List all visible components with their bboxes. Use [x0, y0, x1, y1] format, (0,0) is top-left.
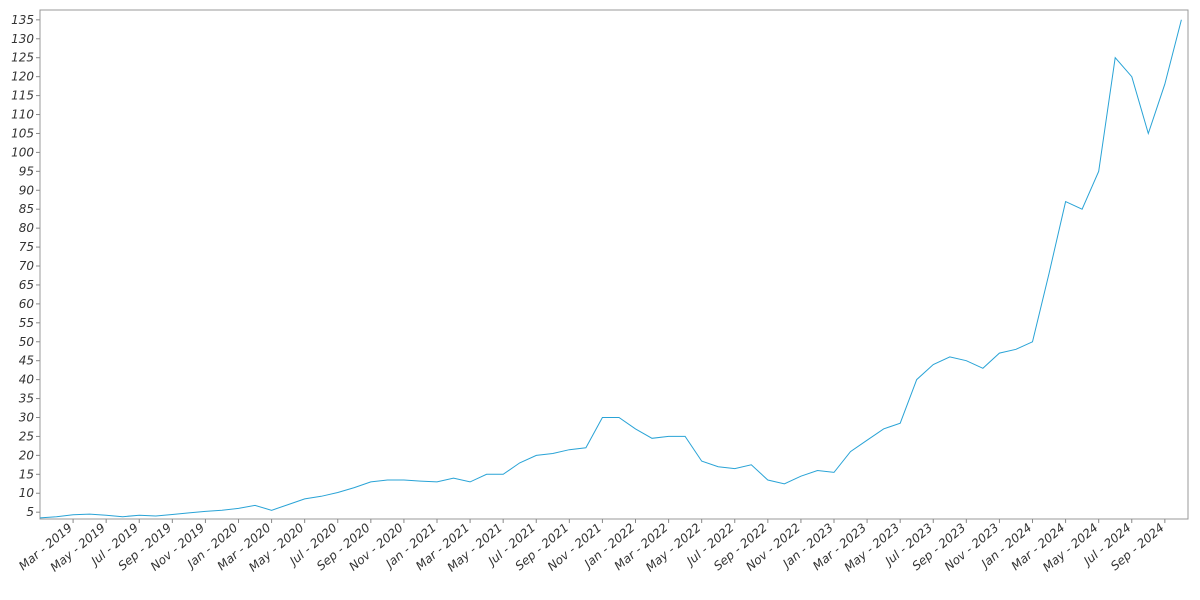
y-tick-label: 20 — [19, 448, 35, 462]
y-tick-label: 100 — [11, 145, 34, 159]
y-tick-label: 125 — [11, 51, 34, 65]
y-tick-label: 5 — [26, 505, 34, 519]
y-tick-label: 60 — [19, 297, 35, 311]
y-tick-label: 85 — [19, 202, 34, 216]
price-line — [39, 19, 1182, 519]
y-tick-label: 80 — [19, 221, 35, 235]
y-tick-label: 50 — [19, 335, 35, 349]
y-tick-label: 105 — [11, 126, 34, 140]
y-tick-label: 110 — [11, 108, 34, 122]
y-tick-label: 90 — [19, 183, 35, 197]
y-tick-label: 135 — [11, 13, 34, 27]
y-tick-label: 15 — [19, 467, 34, 481]
plot-frame — [39, 9, 1189, 520]
y-tick-label: 30 — [19, 411, 35, 425]
y-tick-label: 130 — [11, 32, 34, 46]
y-tick-label: 120 — [11, 70, 34, 84]
y-tick-label: 75 — [19, 240, 34, 254]
y-tick-label: 25 — [19, 429, 34, 443]
y-tick-label: 70 — [19, 259, 35, 273]
y-tick-label: 115 — [11, 89, 34, 103]
y-tick-label: 35 — [19, 392, 34, 406]
y-tick-label: 45 — [19, 354, 34, 368]
y-tick-label: 55 — [19, 316, 34, 330]
y-tick-label: 40 — [19, 373, 35, 387]
y-tick-label: 10 — [19, 486, 35, 500]
y-tick-label: 95 — [19, 164, 34, 178]
y-tick-label: 65 — [19, 278, 34, 292]
